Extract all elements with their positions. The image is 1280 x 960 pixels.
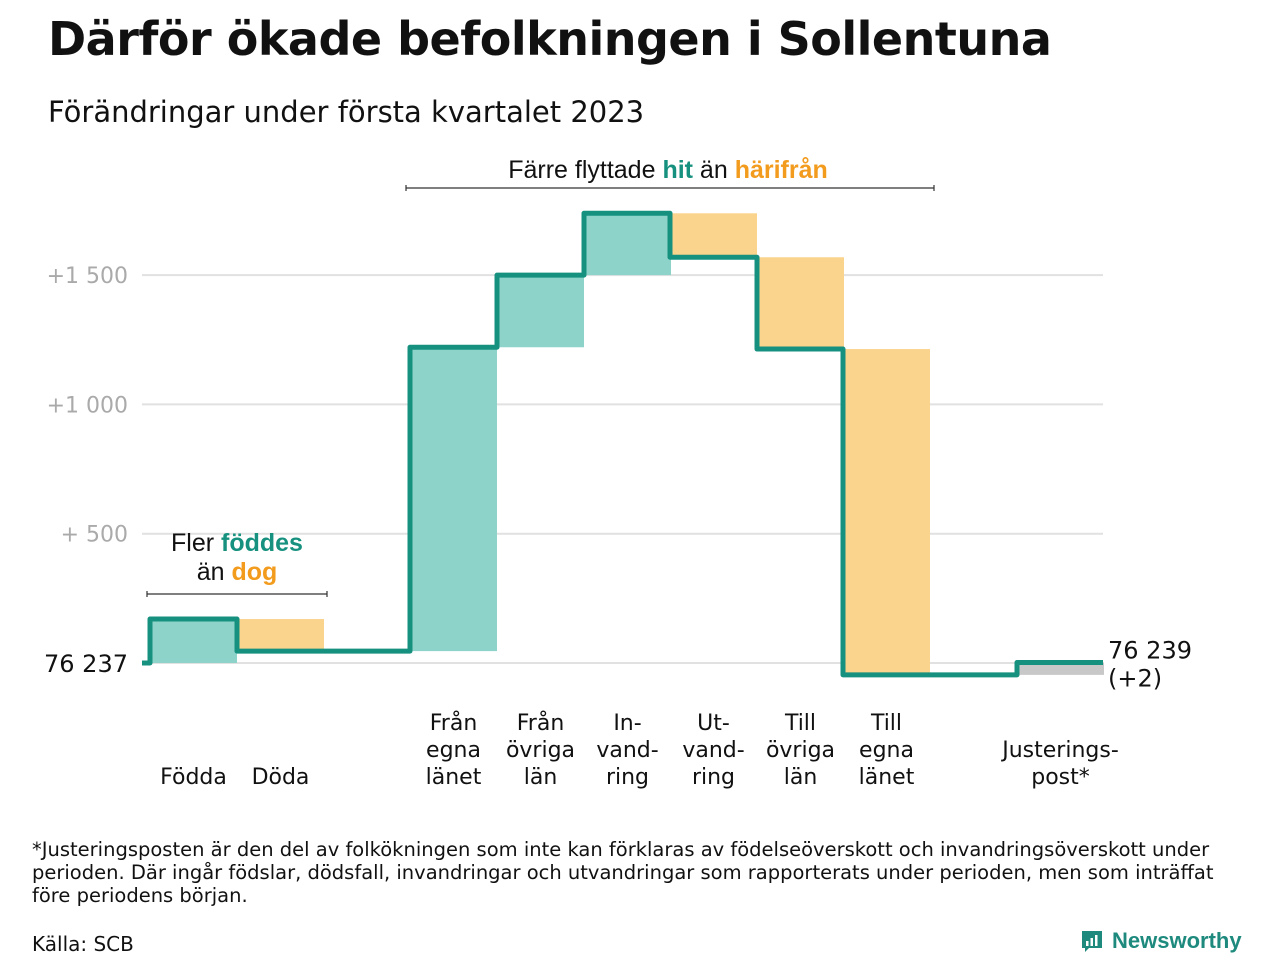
annotation-natural-line2-part: dog [231, 558, 277, 586]
category-label: Till [784, 711, 816, 736]
annotation-migration-part: hit [662, 156, 693, 184]
waterfall-bar [1017, 662, 1104, 675]
category-label: egna [426, 738, 481, 763]
annotation-migration-part: Färre flyttade [508, 156, 662, 184]
annotation-migration-part: härifrån [735, 156, 828, 184]
y-tick-label: + 500 [61, 523, 128, 548]
annotation-natural-line2-part: än [197, 558, 232, 586]
annotation-migration-part: än [693, 156, 735, 184]
waterfall-bar [150, 619, 237, 663]
y-tick-label: +1 500 [47, 264, 128, 289]
category-label: Justerings- [1000, 738, 1119, 763]
waterfall-bar [497, 275, 584, 348]
category-label: vand- [682, 738, 744, 763]
category-label: ring [692, 765, 735, 790]
source-label: Källa: SCB [32, 932, 134, 956]
category-label: Till [870, 711, 902, 736]
category-label: ring [606, 765, 649, 790]
category-label: egna [859, 738, 914, 763]
waterfall-bar [410, 347, 497, 652]
waterfall-bar [757, 257, 844, 350]
category-label: Födda [160, 765, 227, 790]
chart-subtitle: Förändringar under första kvartalet 2023 [48, 95, 645, 129]
cumulative-step-line [142, 210, 1103, 678]
category-label: Från [517, 710, 565, 736]
annotation-natural-line2: än dog [197, 558, 278, 586]
start-value-label: 76 237 [44, 650, 128, 678]
category-label: Ut- [697, 711, 730, 736]
brand-name: Newsworthy [1112, 928, 1242, 953]
end-change-label: (+2) [1108, 664, 1162, 692]
y-tick-label: +1 000 [47, 393, 128, 418]
end-value-label: 76 239 [1108, 636, 1192, 664]
annotation-natural-line1-part: Fler [171, 529, 221, 557]
annotation-natural-line1: Fler föddes [171, 529, 303, 557]
waterfall-bar [237, 619, 324, 652]
bar-chart-speech-icon [1082, 931, 1102, 952]
waterfall-bar [670, 213, 757, 258]
category-label: övriga [766, 738, 835, 763]
category-label: Från [430, 710, 478, 736]
chart-title: Därför ökade befolkningen i Sollentuna [48, 12, 1052, 66]
category-label: post* [1031, 765, 1090, 790]
footnote: *Justeringsposten är den del av folkökni… [32, 838, 1214, 907]
category-label: Döda [252, 765, 310, 790]
waterfall-bar [843, 349, 930, 675]
annotation-migration: Färre flyttade hit än härifrån [508, 156, 828, 184]
category-label: övriga [506, 738, 575, 763]
category-label: In- [613, 711, 641, 736]
category-label: vand- [596, 738, 658, 763]
category-label: län [784, 765, 818, 790]
waterfall-bar [584, 213, 671, 276]
category-label: länet [426, 765, 482, 790]
category-label: länet [859, 765, 915, 790]
category-label: län [524, 765, 558, 790]
annotation-natural-line1-part: föddes [221, 529, 303, 557]
newsworthy-logo: Newsworthy [1080, 928, 1242, 954]
